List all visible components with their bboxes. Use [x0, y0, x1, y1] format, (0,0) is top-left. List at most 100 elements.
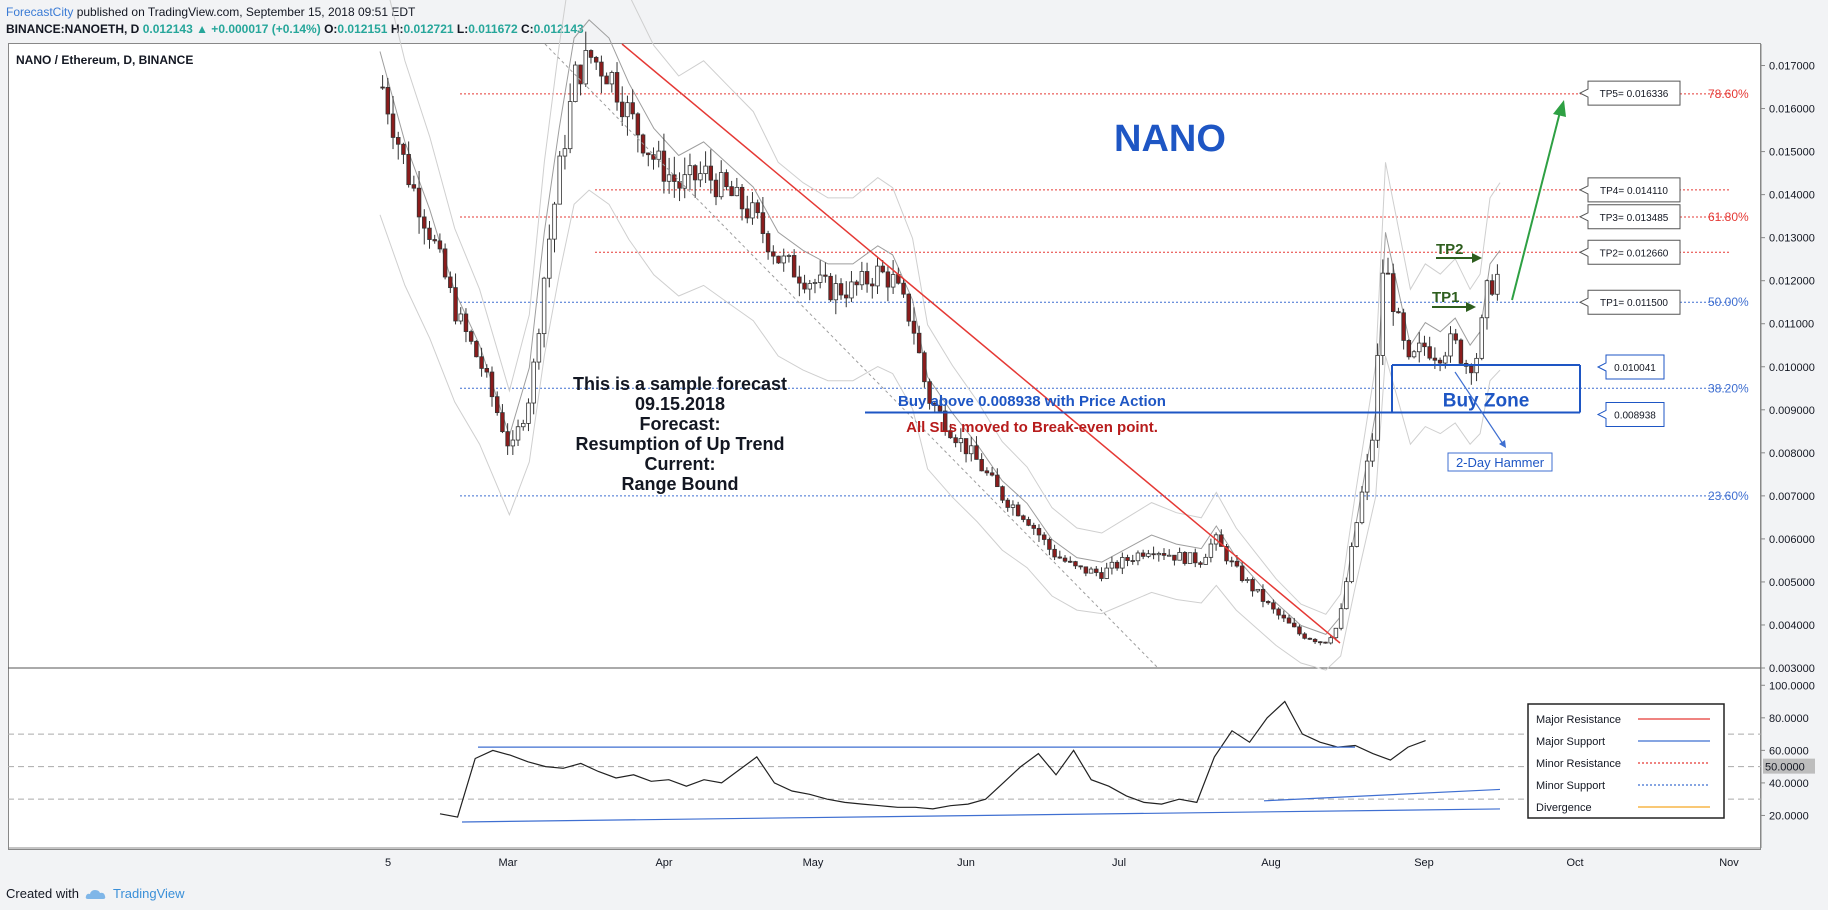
candle-body [1489, 280, 1495, 295]
candle-body [416, 187, 422, 218]
candle-body [1364, 460, 1370, 493]
candle-body [385, 86, 391, 115]
target-callout: TP1= 0.011500 [1600, 298, 1668, 309]
candle-body [1057, 556, 1063, 559]
candle-body [1026, 519, 1031, 526]
osc-rising-support-line [1263, 788, 1501, 802]
candle-body [1219, 534, 1224, 547]
candle-body [1125, 557, 1130, 561]
candle-body [922, 352, 927, 383]
candle-body [1276, 608, 1281, 616]
candle-body [1458, 339, 1464, 364]
candle-body [1417, 342, 1422, 353]
osc-tick-label: 20.0000 [1769, 810, 1809, 822]
candle-body [817, 274, 823, 283]
price-tick-label: 0.016000 [1769, 104, 1815, 116]
candle-body [1120, 557, 1125, 569]
candle-body [692, 165, 698, 181]
candle-body [1385, 272, 1391, 275]
buy-zone-label: Buy Zone [1443, 390, 1530, 411]
candle-body [1255, 588, 1260, 592]
price-tick-label: 0.012000 [1769, 276, 1815, 288]
candle-body [1005, 499, 1010, 508]
tp1-label: TP1 [1432, 289, 1460, 306]
osc-tick-label: 80.0000 [1769, 713, 1809, 725]
tradingview-link[interactable]: TradingView [112, 886, 185, 901]
candle-body [1448, 333, 1453, 357]
date-tick-label: 5 [385, 857, 391, 869]
legend-label: Minor Resistance [1536, 758, 1621, 770]
candle-body [1000, 486, 1005, 501]
candle-body [1380, 272, 1386, 356]
symbol-label[interactable]: BINANCE:NANOETH, D [6, 22, 140, 36]
candle-body [1010, 504, 1016, 508]
candle-body [745, 208, 750, 219]
candle-body [703, 165, 708, 175]
buy-zone-lower-callout-box [1596, 401, 1665, 427]
candle-body [489, 371, 495, 398]
major-resistance-trendline [621, 43, 1341, 644]
candle-body [786, 255, 792, 257]
chart-frame[interactable] [8, 43, 1761, 850]
candle-body [880, 265, 885, 273]
chart-title: NANO / Ethereum, D, BINANCE [16, 53, 193, 67]
low-value: 0.011672 [468, 22, 518, 36]
candle-body [1135, 552, 1141, 562]
candle-body [458, 313, 463, 322]
candle-body [661, 150, 667, 182]
candle-body [1208, 543, 1214, 558]
date-tick-label: Aug [1261, 857, 1281, 869]
candle-body [739, 186, 745, 210]
fib-level-label: 78.60% [1708, 87, 1749, 101]
candle-body [1479, 317, 1484, 359]
candle-body [630, 102, 635, 115]
fib-level-label: 38.20% [1708, 381, 1749, 395]
candle-body [1333, 627, 1339, 639]
candle-body [599, 61, 604, 77]
candle-body [1390, 273, 1396, 313]
candle-body [771, 251, 776, 257]
candle-body [479, 356, 484, 369]
created-with: Created with [6, 886, 79, 901]
candle-body [1370, 439, 1375, 462]
candle-body [396, 137, 401, 145]
osc-tick-label: 40.0000 [1769, 778, 1809, 790]
candle-body [1193, 552, 1198, 564]
candle-body [1036, 527, 1042, 536]
price-tick-label: 0.015000 [1769, 147, 1815, 159]
candle-body [578, 64, 583, 85]
candle-body [406, 154, 411, 186]
candle-body [1224, 546, 1229, 562]
forecast-note-line: Range Bound [622, 474, 739, 494]
candle-body [1250, 579, 1255, 592]
candle-body [765, 233, 771, 253]
target-callout: TP4= 0.014110 [1600, 186, 1668, 197]
candle-body [484, 368, 490, 373]
candle-body [1073, 561, 1078, 567]
candle-body [1041, 534, 1047, 540]
candle-body [1229, 560, 1234, 563]
candle-body [969, 445, 974, 455]
open-value: 0.012151 [337, 22, 388, 36]
mid-band [379, 19, 1501, 635]
close-value: 0.012143 [533, 22, 584, 36]
candle-body [812, 282, 818, 284]
date-tick-label: Jul [1112, 857, 1126, 869]
candle-body [583, 50, 588, 85]
candle-body [1286, 617, 1292, 624]
author-link[interactable]: ForecastCity [6, 5, 74, 19]
candle-body [890, 274, 896, 288]
candle-body [833, 283, 839, 301]
candle-body [1354, 522, 1359, 547]
candle-body [567, 101, 573, 150]
candle-body [1297, 626, 1302, 635]
candle-body [1302, 633, 1307, 639]
hammer-pointer-head [1499, 440, 1506, 448]
candle-body [380, 86, 385, 89]
tp2-arrow-head [1472, 253, 1482, 263]
candle-body [500, 412, 505, 433]
candle-body [588, 50, 594, 58]
buy-zone-upper-callout: 0.010041 [1614, 363, 1656, 374]
candle-body [526, 402, 531, 424]
